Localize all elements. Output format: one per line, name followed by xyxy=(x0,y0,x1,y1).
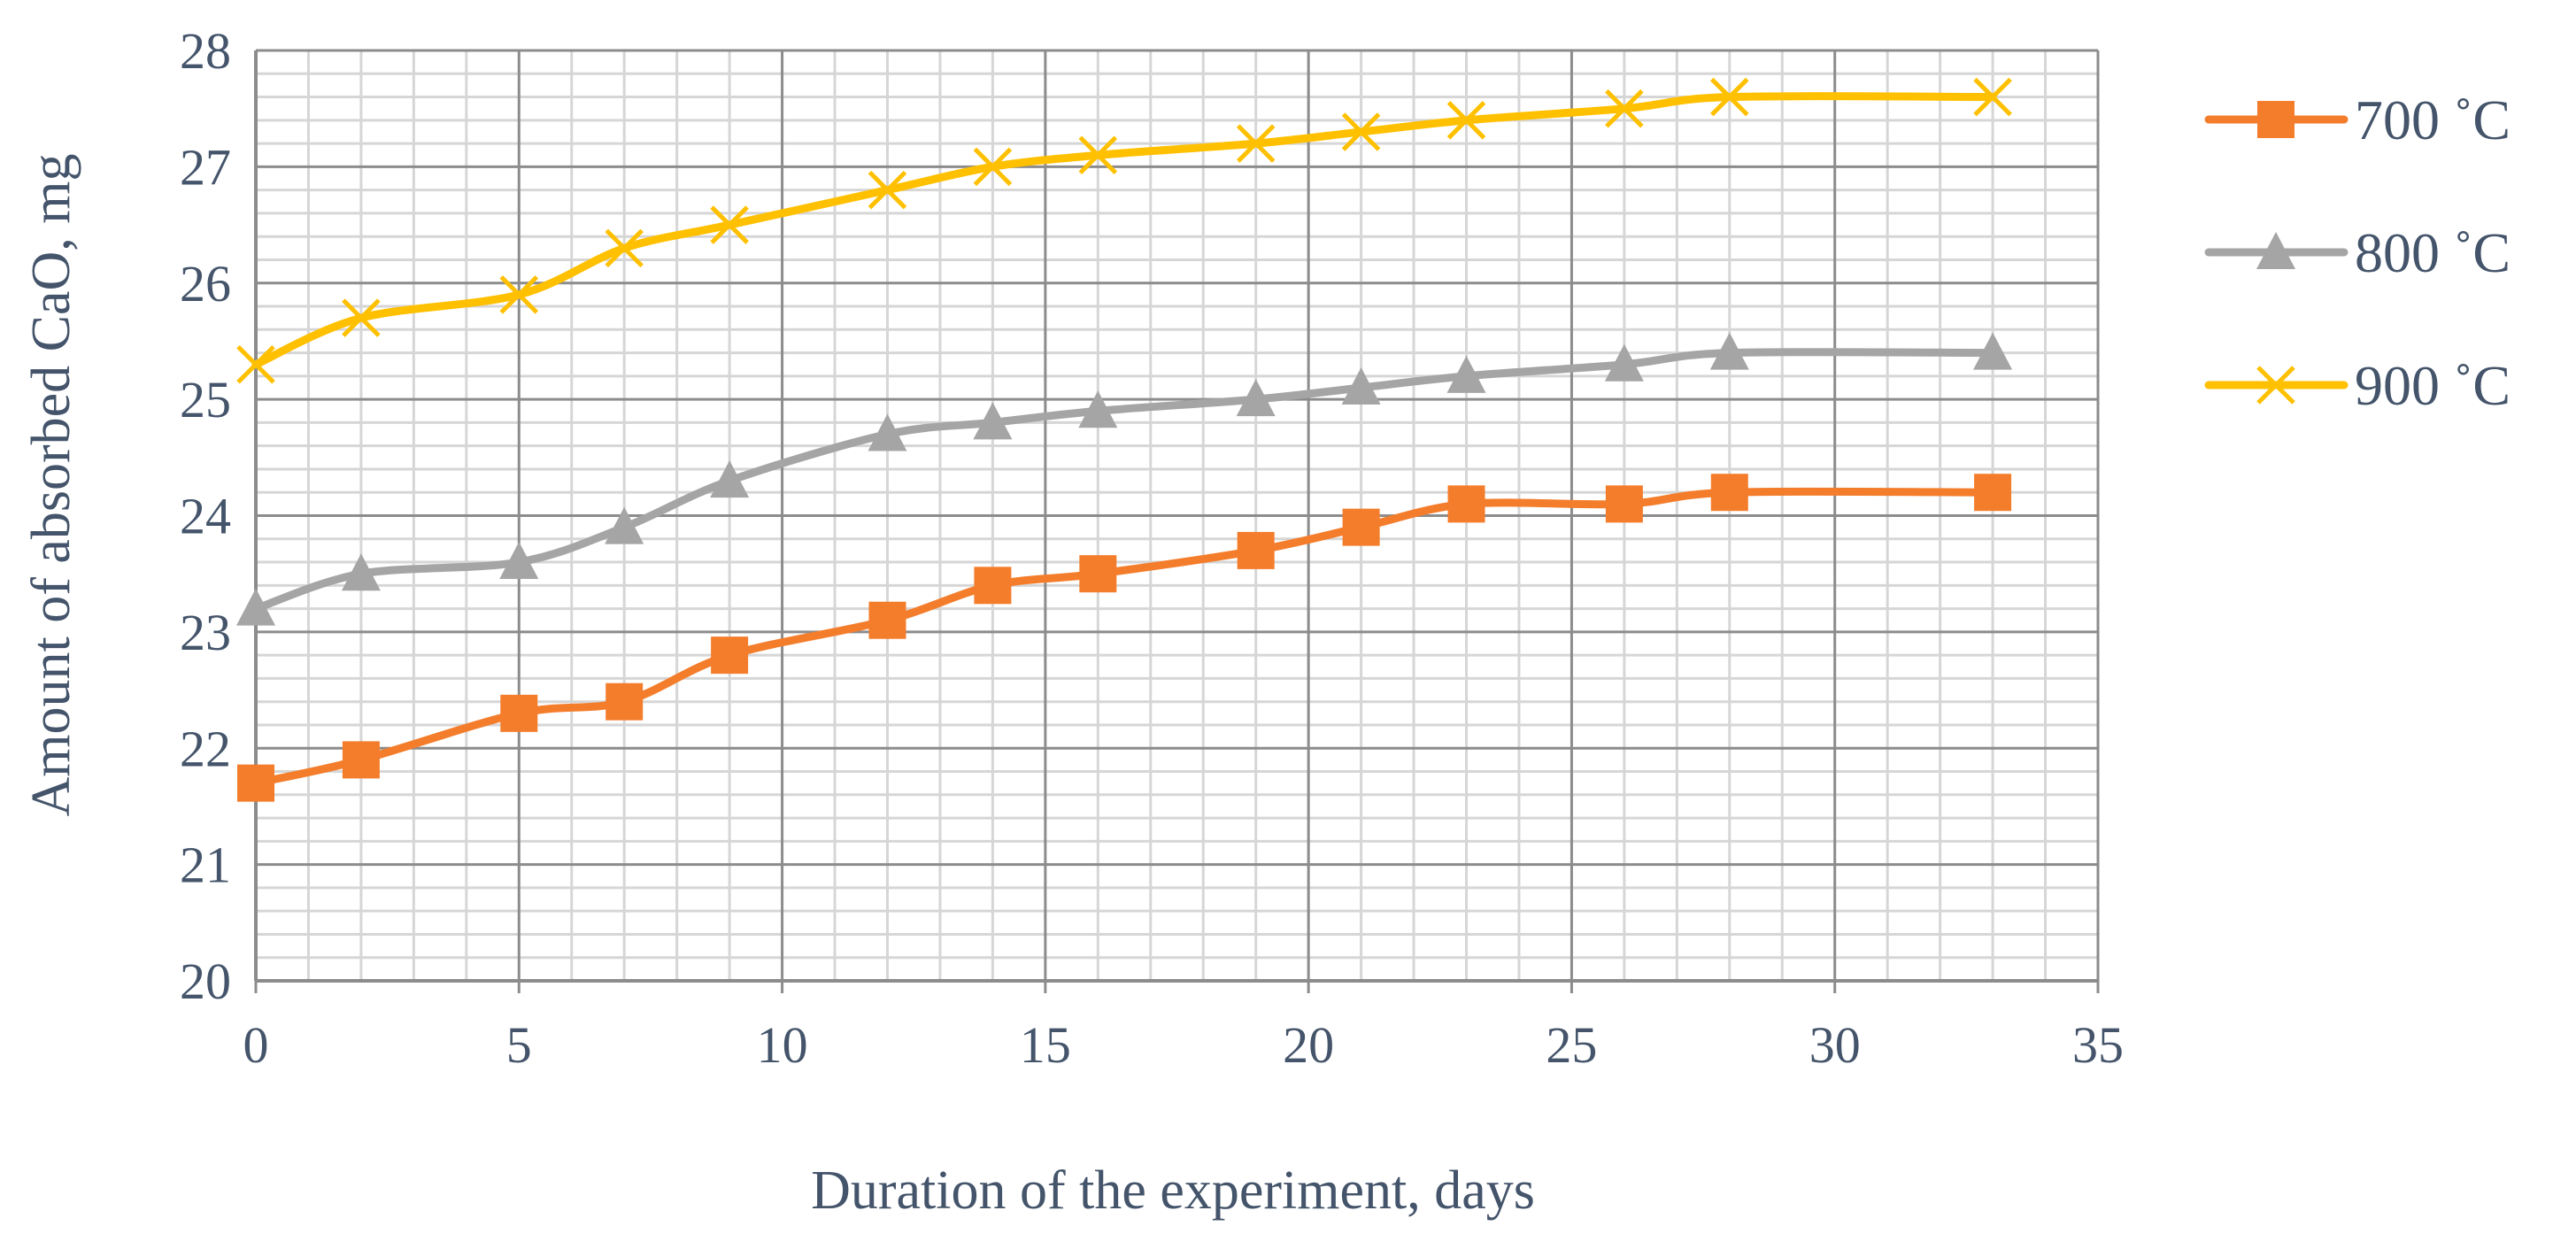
data-point xyxy=(1341,112,1381,151)
data-point xyxy=(1237,531,1275,569)
data-point xyxy=(973,402,1013,440)
x-tick-label: 0 xyxy=(243,1016,269,1074)
data-point xyxy=(1236,379,1276,417)
data-point xyxy=(605,506,644,544)
series-3 xyxy=(236,77,2012,384)
legend-label: 700 ˚C xyxy=(2355,89,2510,151)
series-layer xyxy=(236,77,2013,802)
legend-label: 800 ˚C xyxy=(2355,221,2510,284)
data-point xyxy=(1974,474,2012,512)
data-point xyxy=(499,275,539,314)
data-point xyxy=(1446,355,1486,393)
y-tick-label: 27 xyxy=(180,138,231,196)
data-point xyxy=(605,228,644,268)
data-point xyxy=(710,460,750,498)
data-point xyxy=(342,298,381,337)
legend-label: 900 ˚C xyxy=(2355,354,2510,417)
y-tick-label: 28 xyxy=(180,22,231,80)
data-point xyxy=(1079,555,1117,593)
data-point xyxy=(1710,474,1748,512)
data-point xyxy=(1605,89,1644,128)
y-tick-label: 24 xyxy=(180,488,231,545)
y-axis-title: Amount of absorbed CaO, mg xyxy=(21,153,81,816)
legend-item: 700 ˚C xyxy=(2204,89,2510,151)
data-point xyxy=(711,636,749,675)
data-point xyxy=(341,553,381,591)
x-tick-label: 25 xyxy=(1546,1016,1597,1074)
data-point xyxy=(1973,332,2013,370)
x-tick-label: 20 xyxy=(1283,1016,1334,1074)
data-point xyxy=(236,588,275,626)
data-point xyxy=(1447,485,1485,523)
data-point xyxy=(1604,343,1644,382)
x-tick-label: 30 xyxy=(1809,1016,1861,1074)
y-tick-label: 20 xyxy=(180,952,231,1010)
x-tick-label: 15 xyxy=(1020,1016,1071,1074)
data-point xyxy=(500,694,538,732)
y-tick-label: 22 xyxy=(180,720,231,777)
data-point xyxy=(710,205,749,244)
series-line xyxy=(251,92,1997,369)
data-point xyxy=(1341,366,1381,405)
data-point xyxy=(236,344,275,384)
data-point xyxy=(974,567,1012,605)
data-point xyxy=(868,601,906,639)
x-axis-title: Duration of the experiment, days xyxy=(811,1161,1535,1221)
y-tick-label: 25 xyxy=(180,371,231,428)
data-point xyxy=(868,413,907,451)
series-2 xyxy=(236,332,2013,626)
y-tick-label: 21 xyxy=(180,837,231,894)
x-tick-label: 35 xyxy=(2072,1016,2124,1074)
y-tick-labels: 20 21 22 23 24 25 26 27 28 xyxy=(180,22,231,1010)
x-tick-label: 10 xyxy=(757,1016,808,1074)
data-point xyxy=(1710,77,1749,117)
data-point xyxy=(237,764,274,802)
data-point xyxy=(973,147,1013,187)
data-point xyxy=(1605,485,1643,523)
legend-marker xyxy=(2257,101,2294,138)
series-line xyxy=(251,487,1997,788)
x-tick-label: 5 xyxy=(506,1016,532,1074)
data-point xyxy=(605,682,644,721)
legend-marker xyxy=(2256,232,2295,269)
data-point xyxy=(1342,508,1380,546)
data-point xyxy=(1709,332,1749,370)
data-point xyxy=(1973,77,2012,117)
y-tick-label: 26 xyxy=(180,255,231,312)
data-point xyxy=(868,170,907,210)
data-point xyxy=(499,542,539,580)
legend-item: 900 ˚C xyxy=(2204,354,2510,417)
legend-marker xyxy=(2256,366,2295,405)
y-tick-label: 23 xyxy=(180,604,231,661)
data-point xyxy=(1446,101,1486,140)
data-point xyxy=(342,741,380,779)
data-point xyxy=(1078,135,1118,175)
data-point xyxy=(1236,124,1276,163)
legend: 700 ˚C 800 ˚C 900 ˚C xyxy=(2204,89,2510,417)
series-1 xyxy=(237,474,2012,802)
x-tick-labels: 0 5 10 15 20 25 30 35 xyxy=(243,1016,2125,1074)
data-point xyxy=(1078,390,1118,428)
axes xyxy=(254,50,2100,993)
legend-item: 800 ˚C xyxy=(2204,221,2510,284)
